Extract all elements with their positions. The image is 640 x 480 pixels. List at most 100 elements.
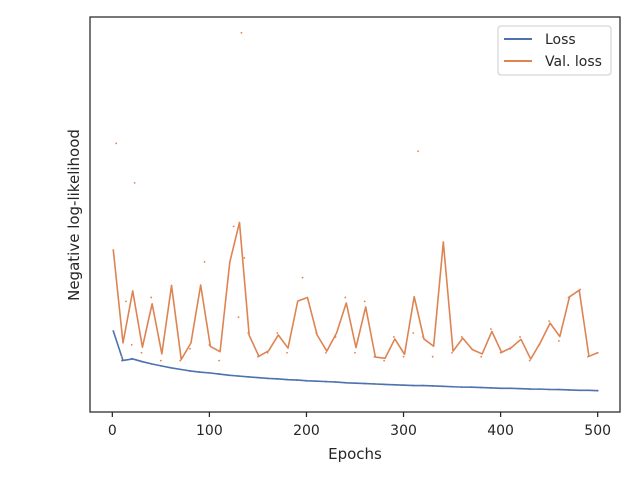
- data-point: [480, 355, 483, 358]
- data-point: [519, 387, 521, 390]
- data-point: [121, 355, 123, 358]
- data-point: [383, 359, 386, 362]
- data-point: [460, 336, 463, 338]
- data-point: [509, 347, 512, 350]
- x-tick-label: 400: [487, 423, 514, 439]
- legend-label: Loss: [545, 32, 576, 48]
- data-point: [460, 386, 463, 389]
- data-point: [140, 360, 143, 363]
- x-tick-label: 100: [196, 423, 223, 439]
- data-point: [240, 31, 243, 34]
- x-tick-label: 300: [390, 423, 417, 439]
- data-point: [189, 370, 191, 372]
- data-point: [587, 355, 589, 358]
- data-point: [133, 182, 136, 184]
- data-point: [218, 359, 221, 362]
- data-point: [237, 316, 240, 319]
- data-point: [266, 377, 269, 380]
- data-point: [344, 296, 347, 299]
- data-point: [557, 340, 560, 342]
- data-point: [266, 351, 269, 354]
- series-line: [112, 330, 598, 392]
- data-point: [208, 343, 211, 346]
- data-point: [402, 384, 405, 387]
- data-point: [567, 296, 570, 299]
- data-point: [431, 355, 434, 358]
- data-point: [324, 351, 327, 354]
- data-point: [402, 355, 405, 358]
- legend: Loss Val. loss: [497, 25, 612, 76]
- data-point: [125, 300, 127, 303]
- data-point: [334, 381, 337, 383]
- data-point: [354, 351, 356, 354]
- data-point: [363, 382, 366, 385]
- data-point: [112, 330, 115, 332]
- data-point: [170, 284, 173, 287]
- data-point: [115, 142, 118, 145]
- series-line: [112, 221, 598, 361]
- data-point: [392, 336, 395, 338]
- data-point: [422, 336, 424, 338]
- data-point: [480, 386, 483, 389]
- plot-frame: [89, 16, 621, 413]
- data-point: [431, 385, 434, 387]
- data-point: [528, 359, 531, 362]
- data-point: [232, 225, 235, 228]
- data-point: [363, 300, 366, 303]
- data-point: [121, 359, 123, 362]
- data-point: [324, 380, 327, 383]
- data-point: [257, 376, 259, 379]
- data-point: [373, 383, 376, 385]
- data-point: [579, 288, 582, 291]
- data-point: [373, 355, 376, 358]
- data-point: [208, 371, 211, 374]
- x-axis-ticks: 0 100 200 300 400 500: [108, 412, 611, 439]
- data-point: [451, 351, 453, 354]
- data-point: [257, 355, 259, 358]
- data-point: [286, 378, 288, 381]
- data-point: [354, 382, 356, 385]
- data-point: [179, 368, 182, 371]
- data-point: [412, 384, 415, 387]
- data-point: [169, 366, 172, 369]
- data-point: [243, 257, 246, 259]
- data-point: [417, 150, 419, 153]
- y-axis-label: Negative log-likelihood: [65, 129, 83, 301]
- data-point: [548, 388, 551, 391]
- data-point: [305, 379, 308, 382]
- data-point: [383, 383, 386, 386]
- data-point: [150, 362, 153, 365]
- x-axis-label: Epochs: [328, 445, 382, 463]
- plot-area: [112, 31, 599, 392]
- data-point: [557, 388, 560, 391]
- data-point: [198, 371, 201, 374]
- data-point: [567, 388, 570, 391]
- data-point: [140, 351, 143, 354]
- data-point: [441, 385, 444, 388]
- data-point: [548, 320, 551, 323]
- data-point: [422, 384, 424, 387]
- data-point: [334, 336, 337, 338]
- data-point: [286, 351, 288, 354]
- data-point: [247, 375, 250, 378]
- data-point: [538, 388, 541, 390]
- data-point: [451, 385, 453, 388]
- series-val-loss: [112, 31, 599, 362]
- data-point: [315, 380, 318, 383]
- data-point: [528, 388, 531, 390]
- data-point: [412, 332, 415, 334]
- data-point: [490, 328, 492, 330]
- data-point: [509, 387, 512, 390]
- data-point: [538, 343, 541, 346]
- data-point: [442, 241, 445, 244]
- data-point: [392, 383, 395, 386]
- data-point: [301, 276, 304, 279]
- data-point: [203, 261, 206, 263]
- data-point: [159, 364, 162, 367]
- data-point: [227, 374, 230, 377]
- series-loss: [112, 330, 599, 392]
- data-point: [112, 249, 115, 251]
- data-point: [237, 375, 240, 377]
- data-point: [130, 357, 133, 360]
